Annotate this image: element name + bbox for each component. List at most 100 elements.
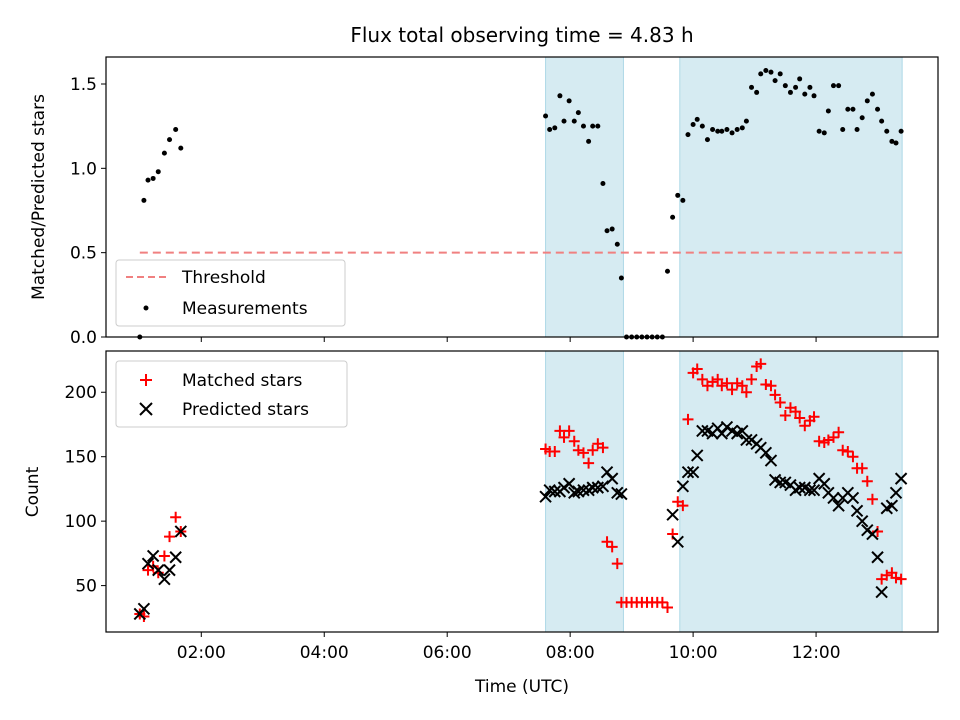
matched-star-marker — [677, 500, 689, 512]
measurement-point — [586, 138, 592, 144]
measurement-point — [840, 127, 846, 133]
predicted-star-marker — [885, 499, 899, 512]
matched-star-marker — [572, 444, 584, 456]
y-tick-label: 0.5 — [70, 244, 97, 264]
x-tick-label: 04:00 — [300, 643, 349, 663]
observing-band — [679, 56, 903, 338]
measurement-point — [879, 118, 885, 124]
matched-star-marker — [661, 602, 673, 614]
matched-star-marker — [769, 389, 781, 401]
measurement-point — [777, 71, 783, 77]
matched-star-marker — [554, 425, 566, 437]
y-tick-label: 150 — [65, 448, 97, 468]
y-tick-label: 1.0 — [70, 159, 97, 179]
matched-star-marker — [712, 373, 724, 385]
predicted-star-marker — [894, 472, 908, 485]
measurement-point — [821, 130, 827, 136]
predicted-star-marker — [671, 535, 684, 548]
predicted-star-marker — [596, 480, 610, 493]
measurement-point — [782, 83, 788, 89]
y-tick-label: 0.0 — [70, 328, 97, 348]
measurement-point — [816, 128, 822, 134]
predicted-star-marker — [562, 477, 576, 490]
measurement-point — [729, 130, 735, 136]
predicted-star-marker — [568, 486, 581, 499]
legend-predicted-label: Predicted stars — [182, 400, 309, 420]
matched-star-marker — [691, 363, 703, 375]
measurement-point — [167, 137, 173, 143]
predicted-star-marker — [548, 485, 561, 498]
legend-threshold-label: Threshold — [181, 268, 266, 288]
top-y-ticks: 0.0 0.5 1.0 1.5 — [70, 75, 106, 348]
measurement-point — [743, 118, 749, 124]
matched-star-marker — [583, 457, 595, 469]
measurement-point — [825, 108, 831, 114]
predicted-star-marker — [152, 563, 165, 577]
predicted-star-marker — [676, 480, 690, 493]
legend-measurements-label: Measurements — [182, 299, 308, 319]
predicted-star-marker — [611, 486, 624, 499]
matched-star-marker — [656, 596, 668, 608]
measurement-point — [595, 123, 601, 129]
matched-star-marker — [682, 413, 694, 425]
predicted-star-marker — [832, 499, 845, 512]
measurement-point — [685, 132, 691, 138]
measurement-point — [704, 137, 710, 143]
predicted-star-marker — [818, 477, 831, 490]
matched-star-marker — [577, 447, 589, 459]
matched-star-marker — [736, 380, 748, 392]
measurement-point — [830, 83, 836, 89]
matched-stars-points — [134, 358, 907, 623]
measurement-point — [552, 125, 558, 131]
matched-star-marker — [707, 376, 719, 388]
legend-predicted-swatch — [139, 402, 153, 416]
y-tick-label: 200 — [65, 383, 97, 403]
predicted-star-marker — [686, 465, 700, 479]
measurement-point — [694, 116, 700, 122]
predicted-star-marker — [793, 481, 806, 494]
measurement-point — [889, 138, 895, 144]
measurement-point — [715, 128, 721, 134]
measurement-point — [884, 128, 890, 134]
matched-star-marker — [716, 380, 728, 392]
y-tick-label: 100 — [65, 512, 97, 532]
chart-title: Flux total observing time = 4.83 h — [350, 23, 693, 47]
matched-star-marker — [558, 431, 570, 443]
x-tick-label: 10:00 — [669, 643, 718, 663]
predicted-star-marker — [146, 549, 160, 563]
predicted-star-marker — [691, 449, 704, 462]
predicted-star-marker — [586, 481, 599, 494]
predicted-star-marker — [141, 557, 155, 570]
top-shaded-bands — [545, 56, 903, 338]
measurement-point — [754, 89, 760, 95]
matched-star-marker — [726, 384, 738, 396]
matched-star-marker — [779, 409, 791, 421]
matched-star-marker — [808, 411, 820, 423]
bottom-panel: 50 100 150 200 02:00 04:00 06:00 08:00 10:00 12:… — [23, 350, 939, 697]
predicted-star-marker — [605, 472, 619, 485]
observing-band — [545, 56, 624, 338]
matched-star-marker — [895, 573, 907, 585]
bottom-legend: Matched stars Predicted stars — [115, 360, 348, 428]
predicted-star-marker — [539, 490, 552, 503]
matched-star-marker — [799, 420, 811, 432]
measurement-point — [690, 121, 696, 127]
predicted-star-marker — [875, 585, 888, 599]
measurement-point — [543, 113, 549, 119]
measurement-point — [680, 197, 686, 203]
measurement-point — [145, 177, 151, 183]
measurement-point — [797, 76, 803, 82]
matched-star-marker — [611, 558, 623, 570]
matched-star-marker — [740, 386, 752, 398]
predicted-star-marker — [773, 476, 787, 489]
matched-star-marker — [563, 425, 575, 437]
legend-matched-swatch — [140, 374, 152, 386]
matched-star-marker — [774, 397, 786, 409]
predicted-star-marker — [850, 504, 864, 518]
matched-star-marker — [606, 541, 618, 553]
measurement-point — [575, 110, 581, 116]
bottom-y-ticks: 50 100 150 200 — [65, 383, 106, 597]
x-tick-label: 08:00 — [546, 643, 595, 663]
matched-star-marker — [568, 435, 580, 447]
